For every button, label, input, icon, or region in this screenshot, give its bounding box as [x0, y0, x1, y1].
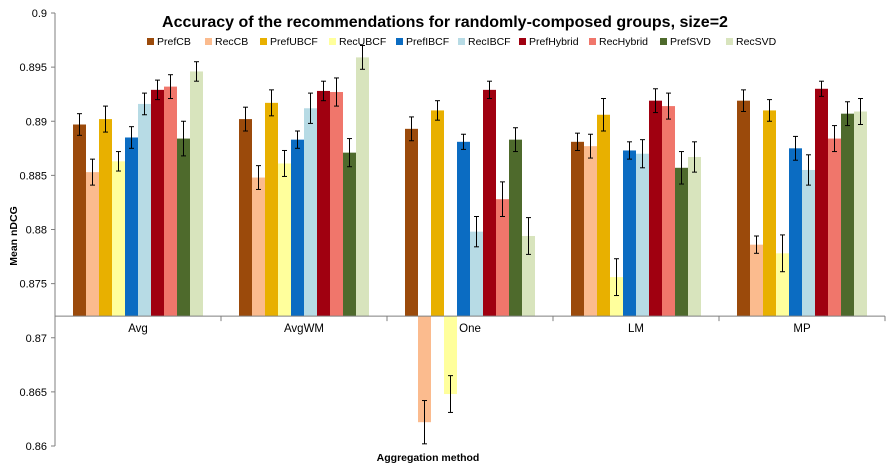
- y-tick-label: 0.89: [26, 116, 47, 128]
- bar: [444, 316, 457, 395]
- y-tick-label: 0.9: [32, 8, 47, 20]
- bar: [291, 139, 304, 317]
- y-tick-label: 0.86: [26, 441, 47, 453]
- legend-label: PrefCB: [157, 36, 191, 48]
- bar: [737, 100, 750, 317]
- x-tick-label: MP: [793, 323, 811, 335]
- legend-label: RecUBCF: [339, 36, 386, 48]
- legend-swatch: [660, 38, 667, 45]
- bar: [418, 316, 431, 423]
- bar: [571, 141, 584, 317]
- y-tick-label: 0.88: [26, 225, 47, 237]
- bar: [662, 106, 675, 317]
- legend-swatch: [589, 38, 596, 45]
- bar: [252, 177, 265, 317]
- bar: [623, 150, 636, 317]
- x-tick-label: LM: [628, 323, 644, 335]
- y-tick-label: 0.87: [26, 333, 47, 345]
- bar: [330, 92, 343, 317]
- legend-swatch: [260, 38, 267, 45]
- bar: [509, 139, 522, 317]
- bar: [675, 167, 688, 317]
- legend-label: RecHybrid: [599, 36, 648, 48]
- bar: [405, 128, 418, 317]
- legend-label: RecSVD: [736, 36, 777, 48]
- bar: [125, 137, 138, 317]
- bar: [73, 124, 86, 317]
- bar: [789, 148, 802, 317]
- legend-swatch: [205, 38, 212, 45]
- bars: [73, 44, 867, 445]
- y-tick-label: 0.895: [19, 62, 47, 74]
- bar: [802, 169, 815, 317]
- y-axis: 0.86 0.865 0.87 0.875 0.88 0.885 0.89 0.895 0.9: [19, 8, 56, 453]
- bar: [483, 89, 496, 317]
- bar: [151, 89, 164, 317]
- bar: [776, 253, 789, 317]
- bar: [431, 110, 444, 317]
- bar: [649, 100, 662, 317]
- legend: PrefCB RecCB PrefUBCF RecUBCF PrefIBCF RecIBC…: [147, 36, 777, 48]
- bar: [496, 199, 509, 317]
- bar: [138, 103, 151, 317]
- bar: [470, 231, 483, 317]
- x-tick-label: One: [459, 323, 481, 335]
- legend-swatch: [726, 38, 733, 45]
- legend-swatch: [329, 38, 336, 45]
- bar: [112, 161, 125, 317]
- bar: [356, 57, 369, 317]
- bar: [317, 90, 330, 317]
- bar: [688, 156, 701, 317]
- bar: [815, 88, 828, 317]
- legend-label: PrefUBCF: [270, 36, 318, 48]
- bar: [610, 277, 623, 317]
- y-axis-label: Mean nDCG: [8, 206, 20, 266]
- bar: [86, 172, 99, 317]
- bar: [177, 138, 190, 317]
- x-tick-label: AvgWM: [284, 323, 324, 335]
- y-tick-label: 0.885: [19, 170, 47, 182]
- x-axis: Avg AvgWM One LM MP: [54, 315, 886, 335]
- bar: [522, 235, 535, 317]
- bar: [265, 102, 278, 317]
- x-tick-label: Avg: [128, 323, 148, 335]
- legend-label: RecIBCF: [468, 36, 511, 48]
- x-axis-label: Aggregation method: [377, 452, 480, 464]
- bar: [597, 114, 610, 317]
- bar: [636, 153, 649, 317]
- legend-swatch: [147, 38, 154, 45]
- legend-swatch: [519, 38, 526, 45]
- y-tick-label: 0.875: [19, 279, 47, 291]
- bar: [304, 108, 317, 317]
- bar: [828, 138, 841, 317]
- y-tick-label: 0.865: [19, 387, 47, 399]
- bar: [750, 244, 763, 317]
- legend-label: RecCB: [215, 36, 248, 48]
- bar: [841, 113, 854, 317]
- chart-title: Accuracy of the recommendations for rand…: [162, 14, 728, 31]
- bar: [854, 111, 867, 317]
- bar: [584, 146, 597, 317]
- legend-label: PrefHybrid: [529, 36, 579, 48]
- legend-label: PrefIBCF: [406, 36, 449, 48]
- bar: [99, 119, 112, 317]
- legend-swatch: [396, 38, 403, 45]
- bar: [190, 71, 203, 317]
- bar: [239, 119, 252, 317]
- bar: [343, 152, 356, 317]
- bar: [457, 141, 470, 317]
- bar: [164, 86, 177, 317]
- bar: [763, 110, 776, 317]
- legend-label: PrefSVD: [670, 36, 711, 48]
- legend-swatch: [458, 38, 465, 45]
- bar: [278, 163, 291, 317]
